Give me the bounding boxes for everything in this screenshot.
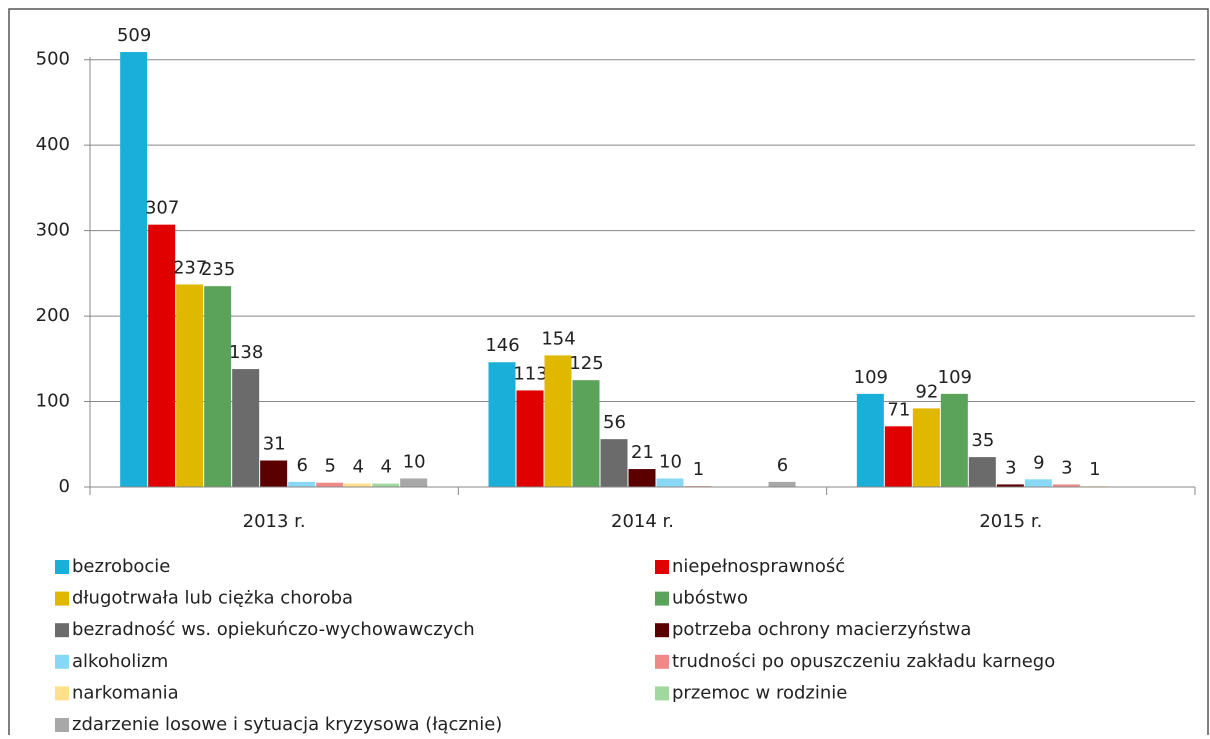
legend-label: długotrwała lub ciężka choroba	[72, 588, 353, 609]
value-label: 6	[296, 455, 307, 476]
legend-label: zdarzenie losowe i sytuacja kryzysowa (ł…	[72, 714, 502, 735]
bar	[120, 52, 148, 487]
value-label: 125	[569, 353, 603, 374]
legend-label: ubóstwo	[672, 588, 748, 609]
value-label: 3	[1005, 457, 1016, 478]
legend-swatch	[55, 560, 69, 574]
x-tick-label: 2015 r.	[979, 511, 1042, 532]
legend-swatch	[655, 591, 669, 606]
bar	[1052, 484, 1080, 487]
bar	[516, 390, 544, 487]
value-label: 56	[603, 412, 626, 433]
legend-swatch	[55, 686, 69, 701]
legend-label: bezradność ws. opiekuńczo-wychowawczych	[72, 619, 475, 640]
x-tick-label: 2013 r.	[243, 511, 306, 532]
bar	[488, 362, 516, 487]
legend-swatch	[55, 718, 69, 732]
value-label: 138	[229, 342, 263, 363]
value-label: 6	[777, 455, 788, 476]
bar	[204, 286, 232, 487]
value-label: 10	[403, 451, 426, 472]
bar	[940, 393, 968, 487]
value-label: 109	[938, 367, 972, 388]
y-tick-label: 300	[36, 220, 70, 241]
y-tick-label: 100	[36, 391, 70, 412]
legend-label: niepełnosprawność	[672, 556, 845, 577]
bar	[968, 457, 996, 487]
legend-swatch	[655, 560, 669, 574]
legend-swatch	[655, 623, 669, 638]
bar	[148, 224, 176, 487]
chart-frame	[8, 8, 1209, 739]
y-tick-label: 400	[36, 134, 70, 155]
value-label: 10	[659, 451, 682, 472]
value-label: 307	[145, 198, 179, 219]
bar	[1024, 479, 1052, 487]
x-tick-label: 2014 r.	[611, 511, 674, 532]
value-label: 3	[1061, 457, 1072, 478]
y-tick-label: 500	[36, 49, 70, 70]
bar	[316, 482, 344, 487]
value-label: 235	[201, 259, 235, 280]
legend-label: bezrobocie	[72, 556, 170, 577]
y-tick-label: 0	[59, 476, 70, 497]
value-label: 71	[887, 399, 910, 420]
value-label: 154	[541, 328, 575, 349]
bar	[544, 355, 572, 487]
legend-swatch	[55, 623, 69, 638]
value-label: 9	[1033, 452, 1044, 473]
bar	[372, 483, 400, 487]
legend-swatch	[655, 686, 669, 701]
legend-swatch	[55, 591, 69, 606]
value-label: 146	[485, 335, 519, 356]
value-label: 237	[173, 257, 207, 278]
value-label: 1	[1089, 459, 1100, 480]
bar	[996, 484, 1024, 487]
y-tick-label: 200	[36, 305, 70, 326]
value-label: 31	[263, 434, 286, 455]
legend-label: przemoc w rodzinie	[672, 682, 847, 703]
legend-label: trudności po opuszczeniu zakładu karnego	[672, 651, 1055, 672]
value-label: 4	[380, 457, 391, 478]
bar	[884, 426, 912, 487]
bar	[656, 478, 684, 487]
bar	[912, 408, 940, 487]
bar	[260, 460, 288, 487]
bar	[856, 393, 884, 487]
bar	[600, 439, 628, 487]
value-label: 1	[693, 459, 704, 480]
value-label: 35	[971, 430, 994, 451]
bar	[288, 481, 316, 487]
legend-label: alkoholizm	[72, 651, 168, 672]
bar	[628, 469, 656, 487]
bar	[400, 478, 428, 487]
bar	[344, 483, 372, 487]
value-label: 509	[117, 25, 151, 46]
legend-swatch	[55, 654, 69, 669]
legend-swatch	[655, 654, 669, 669]
bar	[232, 369, 260, 487]
value-label: 113	[513, 363, 547, 384]
value-label: 109	[854, 367, 888, 388]
legend-label: potrzeba ochrony macierzyństwa	[672, 619, 971, 640]
value-label: 92	[915, 381, 938, 402]
bar	[572, 380, 600, 487]
legend-label: narkomania	[72, 682, 179, 703]
bar	[768, 481, 796, 487]
value-label: 21	[631, 442, 654, 463]
bar	[176, 284, 204, 487]
value-label: 4	[352, 457, 363, 478]
value-label: 5	[324, 456, 335, 477]
